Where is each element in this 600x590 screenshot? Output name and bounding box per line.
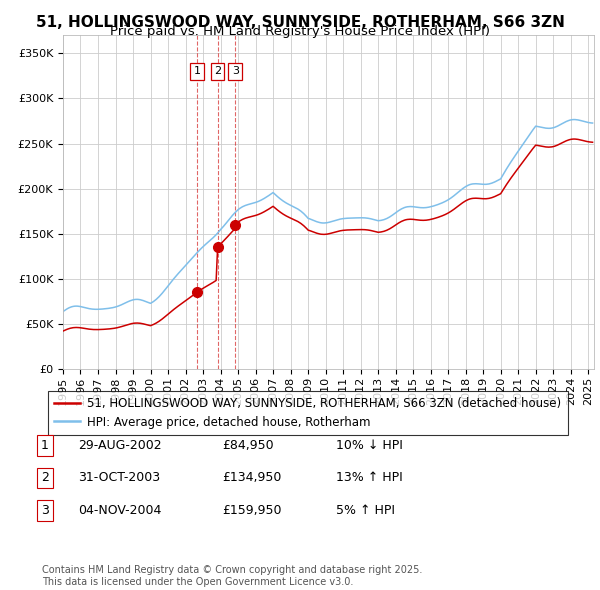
- Text: 5% ↑ HPI: 5% ↑ HPI: [336, 504, 395, 517]
- Text: Price paid vs. HM Land Registry's House Price Index (HPI): Price paid vs. HM Land Registry's House …: [110, 25, 490, 38]
- Text: 04-NOV-2004: 04-NOV-2004: [78, 504, 161, 517]
- Text: £84,950: £84,950: [222, 439, 274, 452]
- Text: 1: 1: [41, 439, 49, 452]
- Text: 29-AUG-2002: 29-AUG-2002: [78, 439, 161, 452]
- Text: £134,950: £134,950: [222, 471, 281, 484]
- Text: 2: 2: [214, 67, 221, 77]
- Text: 3: 3: [232, 67, 239, 77]
- Text: 3: 3: [41, 504, 49, 517]
- Text: £159,950: £159,950: [222, 504, 281, 517]
- Text: 31-OCT-2003: 31-OCT-2003: [78, 471, 160, 484]
- Text: Contains HM Land Registry data © Crown copyright and database right 2025.
This d: Contains HM Land Registry data © Crown c…: [42, 565, 422, 587]
- Text: 13% ↑ HPI: 13% ↑ HPI: [336, 471, 403, 484]
- Legend: 51, HOLLINGSWOOD WAY, SUNNYSIDE, ROTHERHAM, S66 3ZN (detached house), HPI: Avera: 51, HOLLINGSWOOD WAY, SUNNYSIDE, ROTHERH…: [48, 391, 568, 435]
- Text: 1: 1: [194, 67, 200, 77]
- Text: 2: 2: [41, 471, 49, 484]
- Text: 51, HOLLINGSWOOD WAY, SUNNYSIDE, ROTHERHAM, S66 3ZN: 51, HOLLINGSWOOD WAY, SUNNYSIDE, ROTHERH…: [35, 15, 565, 30]
- Text: 10% ↓ HPI: 10% ↓ HPI: [336, 439, 403, 452]
